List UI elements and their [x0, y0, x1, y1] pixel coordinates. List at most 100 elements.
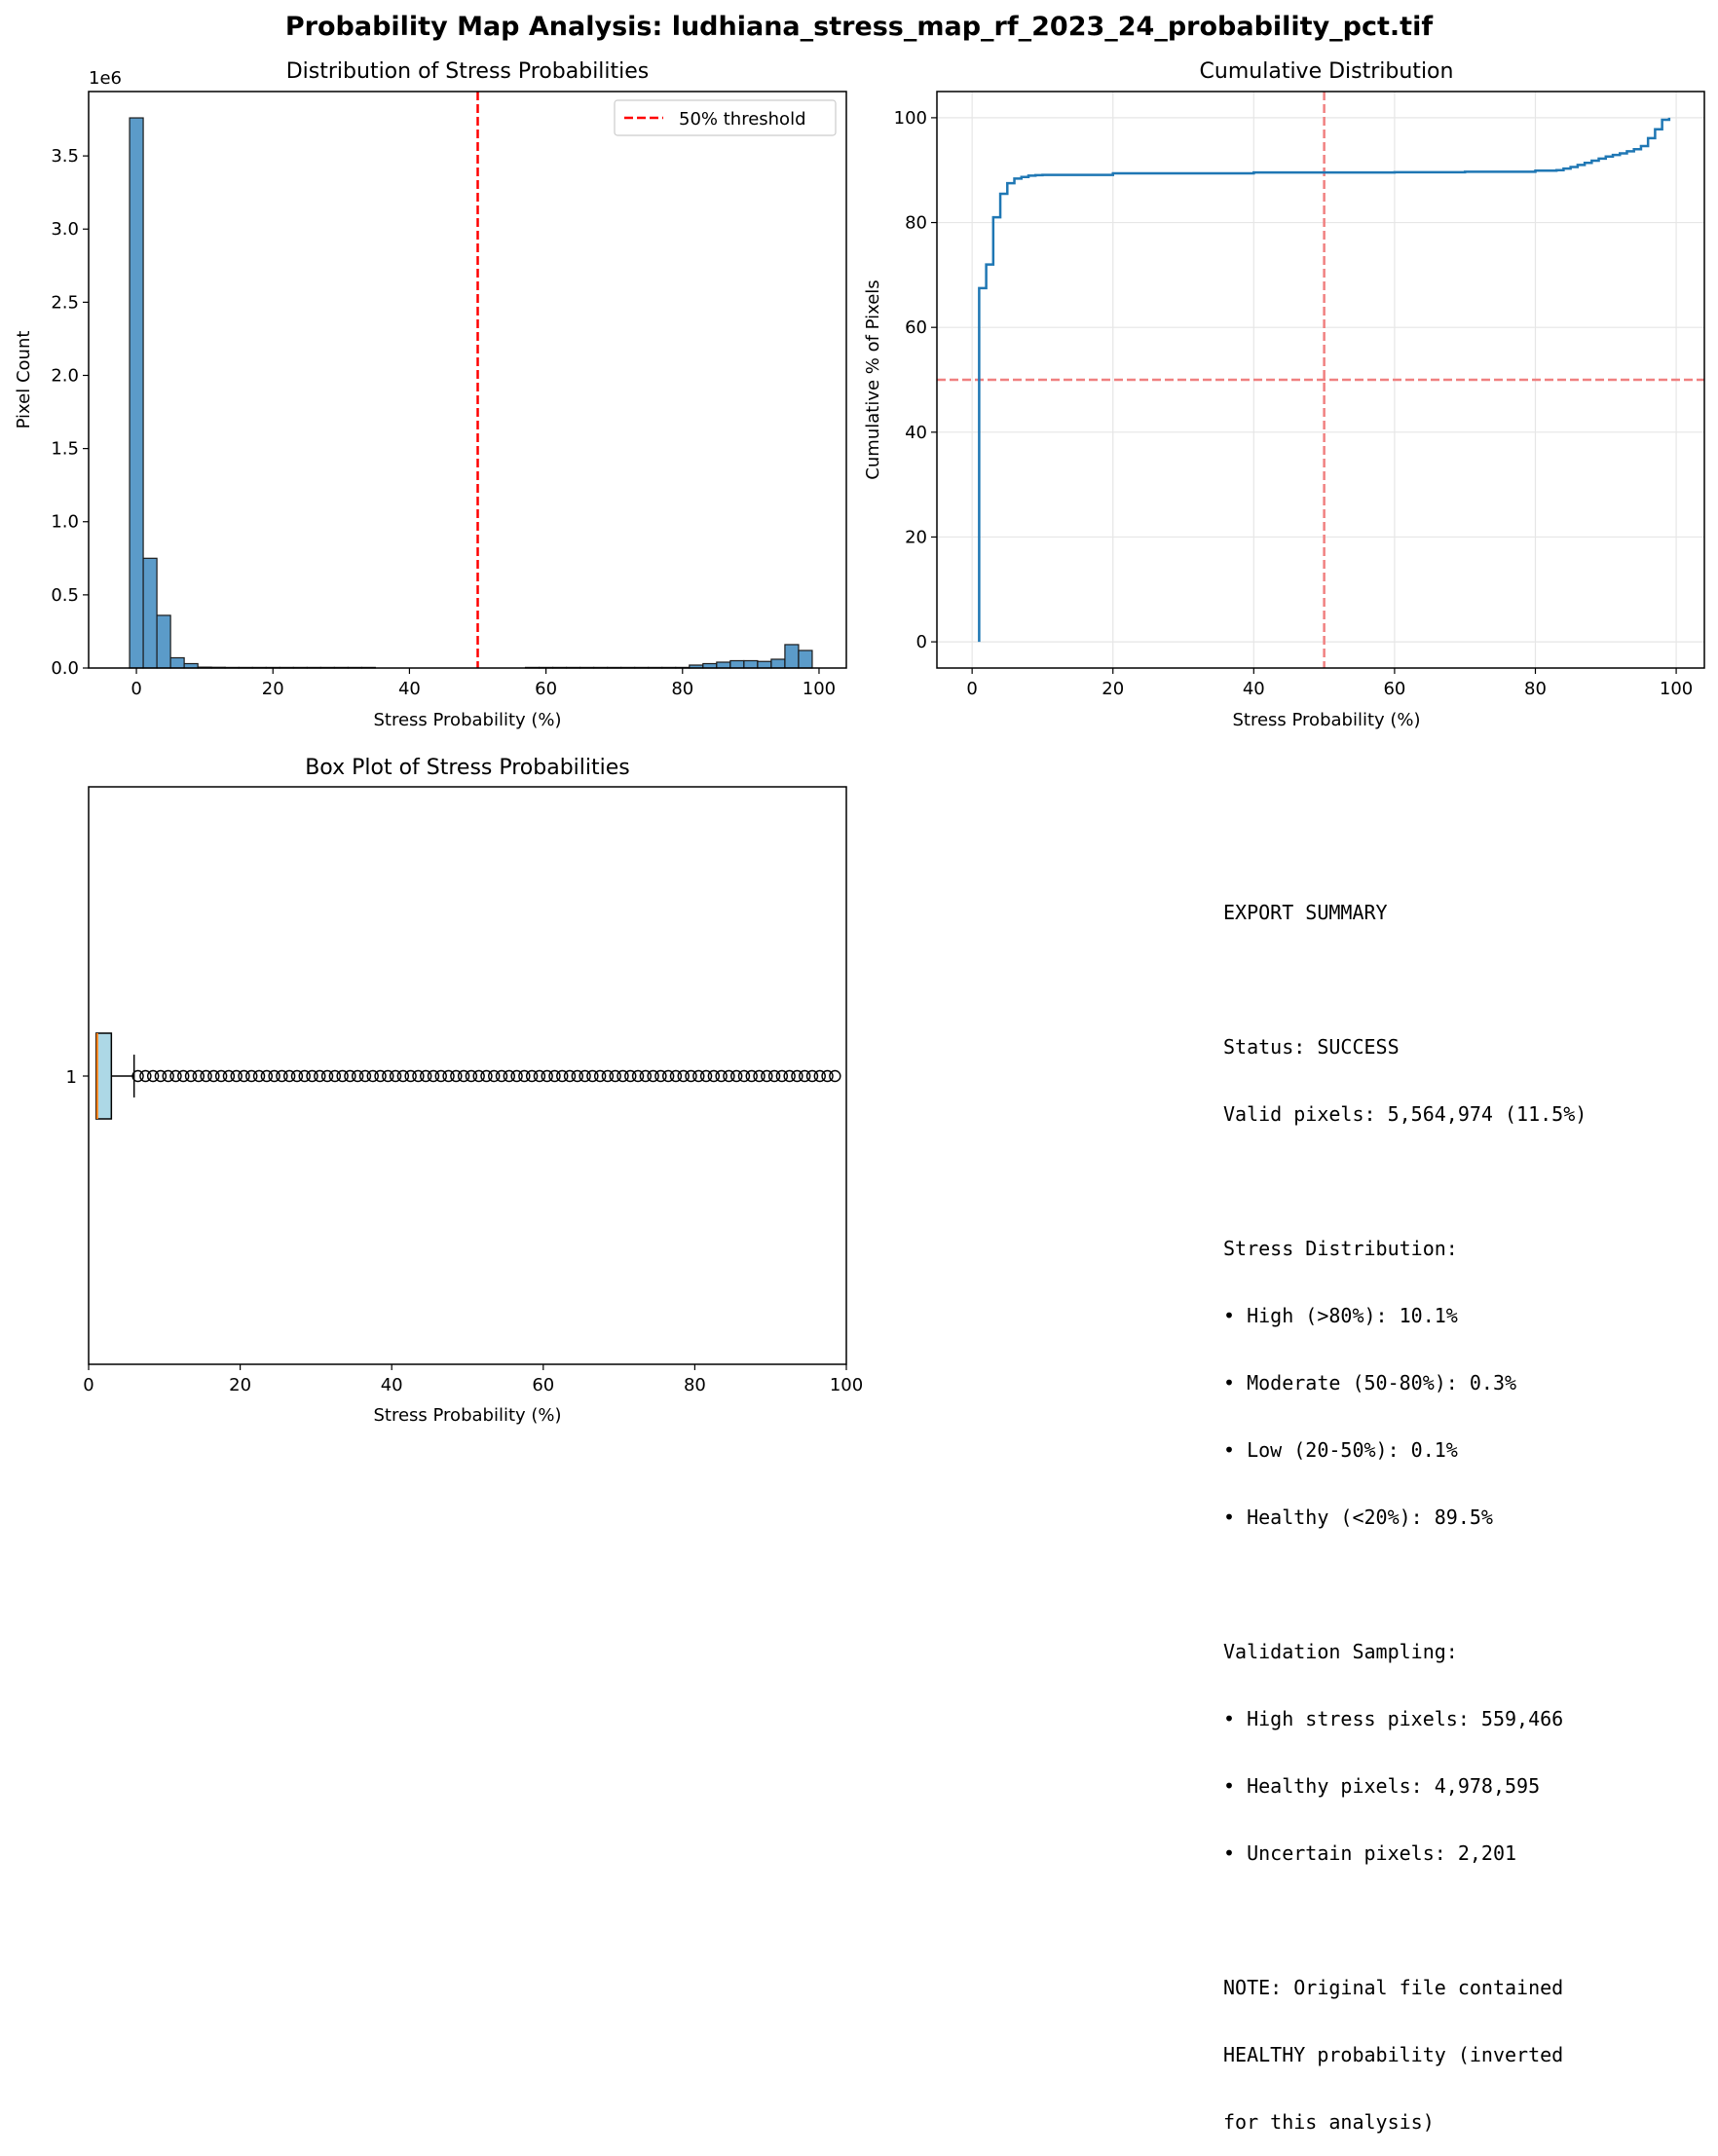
- box-outlier: [306, 1069, 318, 1083]
- x-tick-label: 40: [381, 1375, 403, 1395]
- x-tick-label: 60: [532, 1375, 554, 1395]
- box-outlier: [805, 1069, 819, 1083]
- box-outlier: [238, 1069, 250, 1083]
- y-tick-label: 0.5: [51, 585, 79, 606]
- box-outlier: [661, 1069, 675, 1083]
- box-outlier: [488, 1069, 501, 1083]
- box-outlier: [495, 1069, 508, 1083]
- box-outlier: [169, 1069, 182, 1083]
- cumulative-axes: [936, 91, 1705, 669]
- box-outlier: [799, 1069, 811, 1083]
- summary-line: • High (>80%): 10.1%: [1223, 1304, 1458, 1327]
- x-tick-label: 100: [1660, 679, 1693, 699]
- cumulative-title: Cumulative Distribution: [1200, 59, 1454, 84]
- box-outlier: [154, 1069, 168, 1083]
- box-outlier: [783, 1069, 796, 1083]
- histogram-axes: [88, 91, 847, 669]
- box-outlier: [420, 1069, 432, 1083]
- box-outlier: [412, 1069, 425, 1083]
- box-outlier: [647, 1069, 659, 1083]
- y-tick-label: 1: [66, 1067, 77, 1088]
- y-tick-label: 0: [916, 632, 927, 652]
- x-tick-label: 20: [229, 1375, 251, 1395]
- box-outlier: [692, 1069, 705, 1083]
- figure: Probability Map Analysis: ludhiana_stres…: [14, 12, 1705, 1426]
- box-outlier: [162, 1069, 174, 1083]
- y-tick-label: 2.5: [51, 292, 79, 313]
- box-outlier: [382, 1069, 394, 1083]
- box-outlier: [579, 1069, 591, 1083]
- box-outlier: [548, 1069, 561, 1083]
- box-outlier: [268, 1069, 280, 1083]
- box-outlier: [276, 1069, 288, 1083]
- box-outlier: [609, 1069, 621, 1083]
- summary-line: [1223, 1574, 1587, 1596]
- box-outlier: [442, 1069, 455, 1083]
- cumulative-ylabel: Cumulative % of Pixels: [863, 279, 883, 479]
- histogram-bar: [770, 658, 786, 669]
- box-outlier: [298, 1069, 311, 1083]
- box-outlier: [791, 1069, 803, 1083]
- box-outlier: [396, 1069, 410, 1083]
- cumulative-panel: Cumulative Distribution 0 20 40 60 80 100 0 20 4…: [863, 59, 1705, 730]
- summary-line: • High stress pixels: 559,466: [1223, 1707, 1564, 1730]
- box-outlier: [813, 1069, 826, 1083]
- box-outlier: [320, 1069, 334, 1083]
- x-tick-label: 0: [131, 679, 141, 699]
- summary-line: • Healthy pixels: 4,978,595: [1223, 1774, 1541, 1798]
- x-tick-label: 100: [830, 1375, 863, 1395]
- summary-line: • Low (20-50%): 0.1%: [1223, 1438, 1458, 1462]
- histogram-bar: [743, 659, 759, 669]
- box-outlier: [639, 1069, 653, 1083]
- box-outlier: [252, 1069, 266, 1083]
- box-outlier: [230, 1069, 243, 1083]
- y-tick-label: 100: [894, 108, 927, 129]
- summary-line: Status: SUCCESS: [1223, 1035, 1400, 1059]
- box-outlier: [472, 1069, 485, 1083]
- box-outlier: [631, 1069, 645, 1083]
- y-tick-label: 3.0: [51, 219, 79, 240]
- box-outlier: [146, 1069, 160, 1083]
- box-outlier: [427, 1069, 440, 1083]
- box-outlier: [753, 1069, 766, 1083]
- box-outlier: [654, 1069, 667, 1083]
- summary-line: NOTE: Original file contained: [1223, 1976, 1564, 1999]
- box-outlier: [586, 1069, 599, 1083]
- histogram-bar: [757, 660, 772, 669]
- histogram-bar: [142, 557, 158, 669]
- x-tick-label: 80: [684, 1375, 706, 1395]
- box-outlier: [328, 1069, 342, 1083]
- box-outlier: [177, 1069, 190, 1083]
- box-outlier: [563, 1069, 577, 1083]
- box-outlier: [707, 1069, 721, 1083]
- summary-line: Stress Distribution:: [1223, 1237, 1458, 1260]
- box-outlier: [541, 1069, 553, 1083]
- histogram-bar: [129, 117, 144, 669]
- summary-line: HEALTHY probability (inverted: [1223, 2043, 1564, 2066]
- x-tick-label: 60: [1383, 679, 1405, 699]
- box-outlier: [677, 1069, 690, 1083]
- box-outlier: [533, 1069, 546, 1083]
- boxplot-axes: [88, 786, 847, 1365]
- box-outlier: [404, 1069, 417, 1083]
- box-outlier: [480, 1069, 493, 1083]
- histogram-bar: [156, 614, 171, 669]
- x-tick-label: 80: [1524, 679, 1547, 699]
- cumulative-ticks: 0 20 40 60 80 100 0 20 40 60 80 100: [894, 108, 1694, 699]
- box-outlier: [571, 1069, 584, 1083]
- summary-line: • Moderate (50-80%): 0.3%: [1223, 1371, 1517, 1394]
- box-outlier: [723, 1069, 735, 1083]
- histogram-ticks: 0 20 40 60 80 100 0.0 0.5 1.0 1.5 2.0 2.5 3.0 3.5: [51, 146, 836, 699]
- box-outlier: [336, 1069, 349, 1083]
- summary-line: [1223, 969, 1587, 991]
- box-outlier: [450, 1069, 463, 1083]
- histogram-offset-label: 1e6: [89, 68, 122, 89]
- summary-line: for this analysis): [1223, 2110, 1435, 2134]
- box-outlier: [699, 1069, 713, 1083]
- box-outlier: [314, 1069, 326, 1083]
- box-outlier: [260, 1069, 274, 1083]
- summary-line: Valid pixels: 5,564,974 (11.5%): [1223, 1102, 1587, 1126]
- histogram-bars: [129, 117, 813, 669]
- box-outlier: [222, 1069, 236, 1083]
- summary-line: [1223, 1171, 1587, 1193]
